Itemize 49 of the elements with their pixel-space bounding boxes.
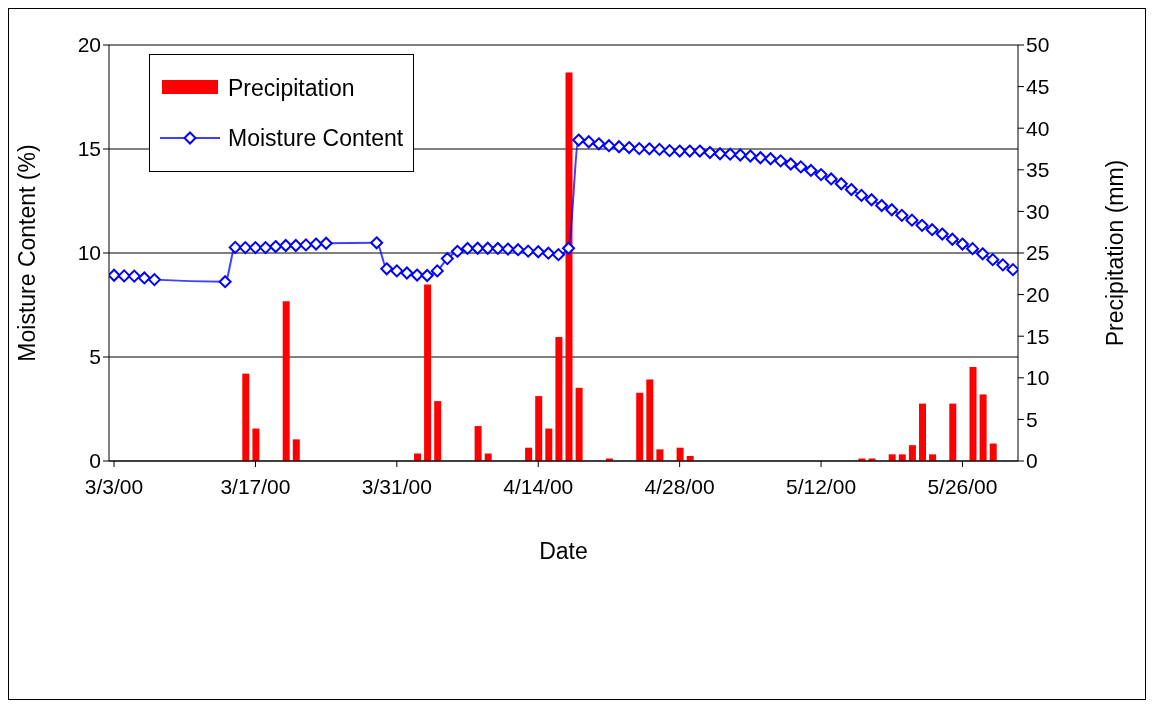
y-tick-label: 15 [77,137,101,161]
bar [656,449,664,461]
bar [919,403,926,461]
x-tick-label: 5/12/00 [786,474,857,498]
y2-tick-label: 10 [1026,366,1050,390]
y-tick-label: 0 [89,449,101,473]
y2-tick-label: 35 [1026,158,1050,182]
x-tick-label: 3/3/00 [84,474,144,498]
bar [474,426,482,461]
bar [676,447,684,461]
y-tick-label: 10 [77,241,101,265]
y2-tick-label: 30 [1026,199,1050,223]
bar [989,443,997,461]
bar [555,337,563,461]
bar [979,394,987,461]
legend-label: Precipitation [228,74,355,102]
y2-tick-label: 45 [1026,75,1050,99]
bar [252,428,260,461]
x-axis-title: Date [539,538,588,564]
y-tick-label: 5 [89,345,101,369]
y2-tick-label: 40 [1026,116,1050,140]
x-tick-label: 4/14/00 [503,474,574,498]
bar [282,301,290,461]
bar [636,392,644,461]
x-tick-label: 3/31/00 [361,474,432,498]
legend-label: Moisture Content [228,124,404,152]
bar [434,401,442,461]
bar [292,439,300,461]
bar [949,403,957,461]
y2-tick-label: 15 [1026,324,1050,348]
bar [545,428,553,461]
x-tick-label: 4/28/00 [644,474,715,498]
bar [575,387,583,461]
y2-tick-label: 5 [1026,407,1038,431]
bar [242,373,250,461]
y2-tick-label: 25 [1026,241,1050,265]
y2-tick-label: 20 [1026,283,1050,307]
bar [525,447,533,461]
x-tick-label: 3/17/00 [220,474,291,498]
y-tick-label: 20 [77,33,101,57]
x-tick-label: 5/26/00 [927,474,998,498]
bar [969,366,977,461]
bar [646,379,654,461]
bar [535,396,543,461]
y2-tick-label: 50 [1026,33,1050,57]
bar [908,445,916,461]
y-axis-title: Moisture Content (%) [14,144,41,362]
y2-tick-label: 0 [1026,449,1038,473]
y2-axis-title: Precipitation (mm) [1102,159,1129,347]
